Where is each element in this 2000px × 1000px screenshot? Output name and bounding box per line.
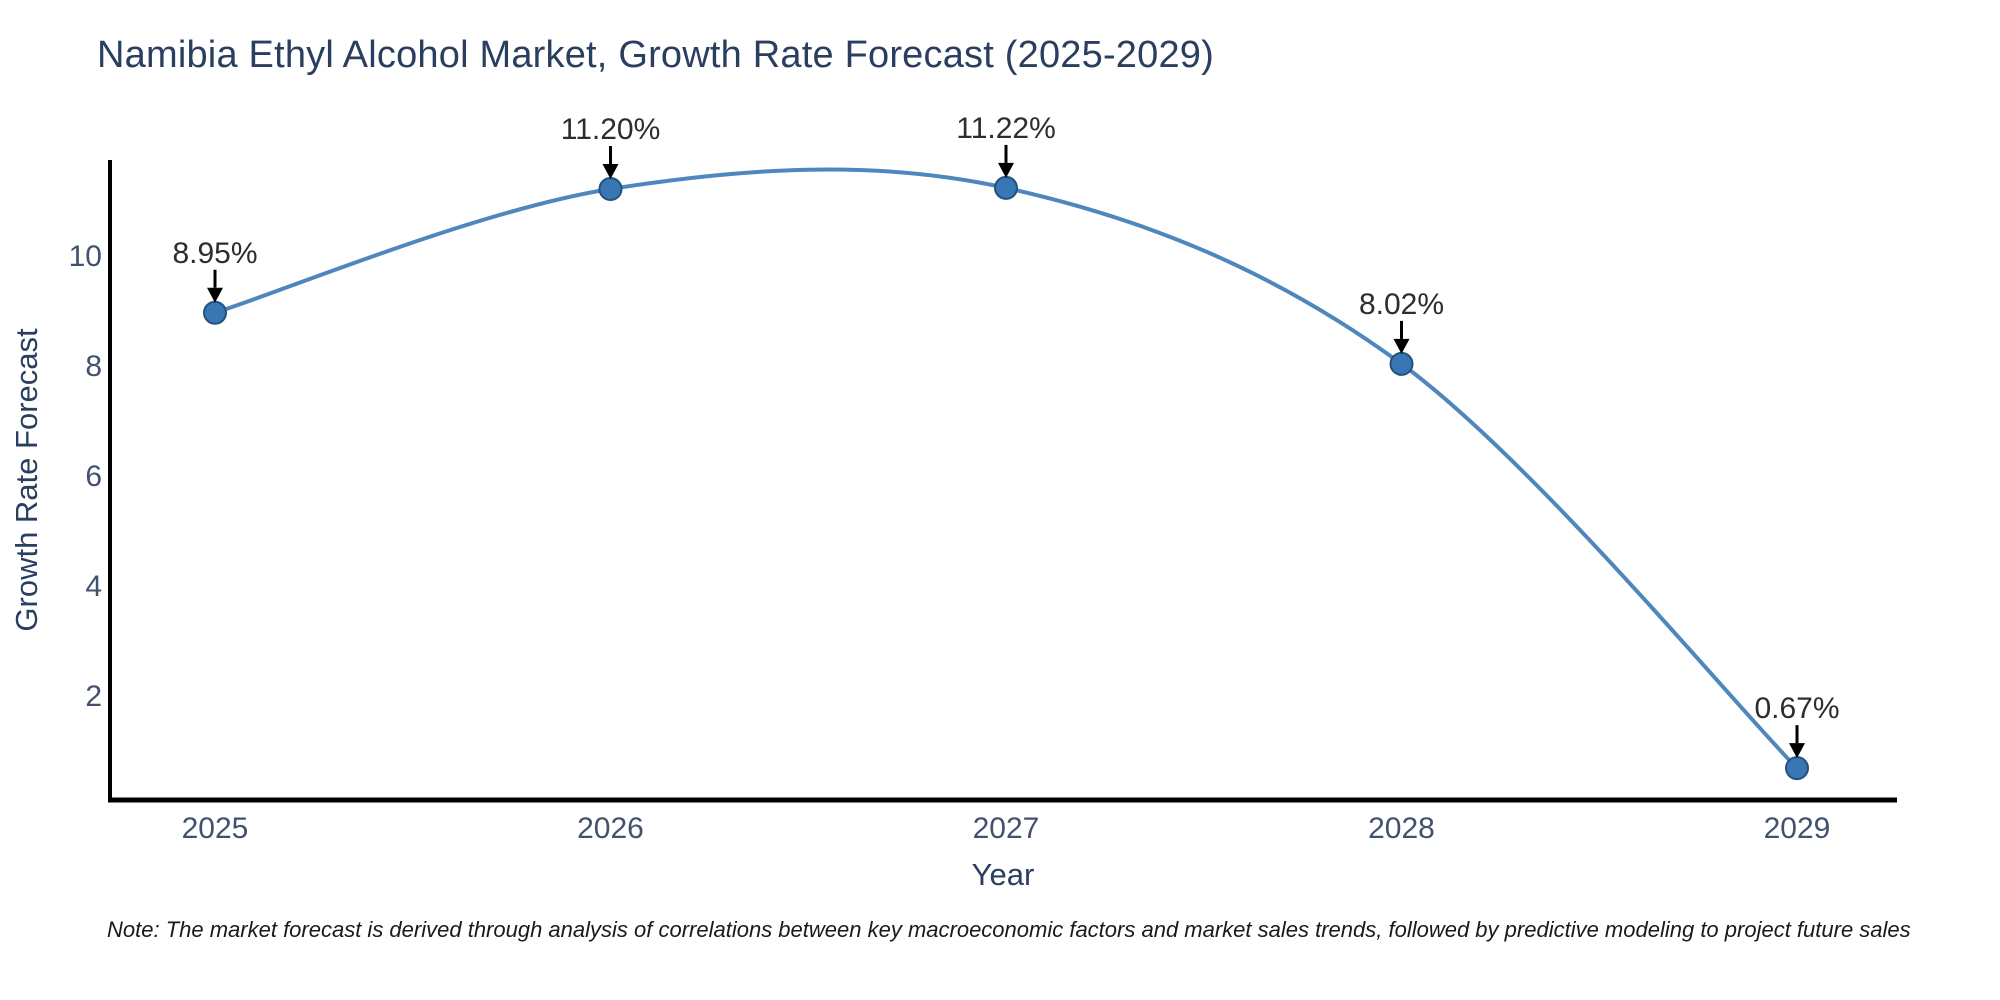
data-point-marker <box>994 175 1018 200</box>
forecast-line <box>213 167 1799 771</box>
x-tick-label: 2025 <box>182 812 249 845</box>
y-axis-title: Growth Rate Forecast <box>9 328 44 632</box>
data-point-marker <box>1785 756 1809 781</box>
x-tick-label: 2028 <box>1368 812 1435 845</box>
data-point-label: 8.02% <box>1359 288 1444 321</box>
y-tick-label: 2 <box>85 680 102 713</box>
x-axis-title: Year <box>971 857 1035 892</box>
y-tick-label: 6 <box>85 460 102 493</box>
y-tick-label: 10 <box>69 240 102 273</box>
chart-title: Namibia Ethyl Alcohol Market, Growth Rat… <box>97 34 1214 76</box>
y-tick-label: 4 <box>85 570 102 603</box>
y-tick-label: 8 <box>85 350 102 383</box>
x-axis-spine <box>108 797 1897 803</box>
footnote: Note: The market forecast is derived thr… <box>107 917 1911 942</box>
x-tick-label: 2026 <box>577 812 644 845</box>
data-point-label: 11.20% <box>561 113 661 146</box>
annotation-arrow-head <box>1789 743 1805 759</box>
annotation-arrow-head <box>602 164 619 179</box>
y-axis-spine <box>108 160 112 802</box>
data-point-label: 0.67% <box>1754 692 1839 725</box>
data-point-marker <box>203 300 227 325</box>
data-point-marker <box>1389 351 1414 376</box>
data-point-marker <box>598 177 623 201</box>
x-tick-label: 2027 <box>973 812 1040 845</box>
data-point-label: 11.22% <box>956 112 1056 145</box>
data-point-label: 8.95% <box>172 237 257 270</box>
annotation-arrow-head <box>1393 338 1410 354</box>
annotation-arrow-head <box>207 287 223 303</box>
x-tick-label: 2029 <box>1764 812 1831 845</box>
annotation-arrow-head <box>998 162 1014 178</box>
